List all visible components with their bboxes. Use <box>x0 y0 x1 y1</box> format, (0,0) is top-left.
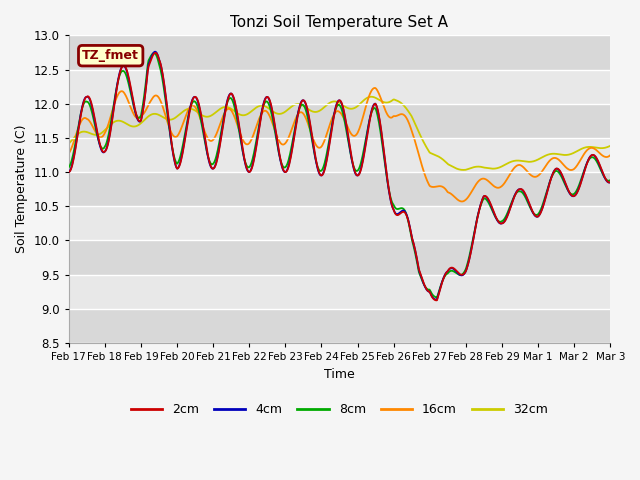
Bar <box>68 70 611 104</box>
Bar <box>68 240 611 275</box>
Title: Tonzi Soil Temperature Set A: Tonzi Soil Temperature Set A <box>230 15 449 30</box>
Text: TZ_fmet: TZ_fmet <box>83 49 139 62</box>
Y-axis label: Soil Temperature (C): Soil Temperature (C) <box>15 125 28 253</box>
Legend: 2cm, 4cm, 8cm, 16cm, 32cm: 2cm, 4cm, 8cm, 16cm, 32cm <box>126 398 553 421</box>
Bar <box>68 309 611 343</box>
Bar <box>68 104 611 138</box>
Bar <box>68 36 611 70</box>
X-axis label: Time: Time <box>324 368 355 381</box>
Bar <box>68 172 611 206</box>
Bar <box>68 138 611 172</box>
Bar <box>68 275 611 309</box>
Bar <box>68 206 611 240</box>
